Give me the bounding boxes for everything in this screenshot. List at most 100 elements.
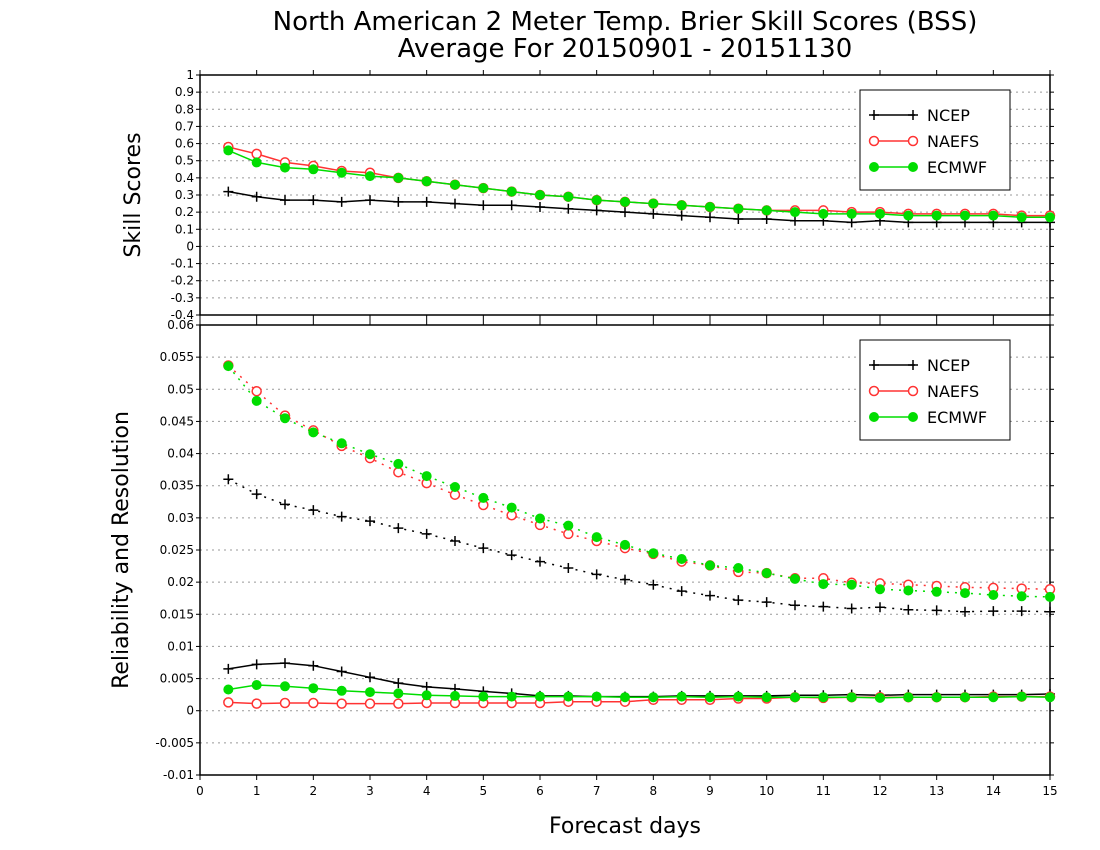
relres-ecmwf-point [1016,591,1027,602]
skill-y-tick-label: -0.3 [171,291,194,305]
relres-ecmwf-point [960,692,970,703]
relres-legend-marker-ecmwf [869,412,879,422]
skill-ecmwf-point [535,190,545,200]
relres-ecmwf-point [903,585,914,596]
relres-ecmwf-point [563,691,574,702]
x-tick-label: 7 [593,784,601,798]
relres-ncep-point [846,603,857,614]
relres-ecmwf-point [960,588,970,599]
relres-ecmwf-point [478,691,489,702]
relres-ecmwf-point [875,584,885,595]
relres-ecmwf-point [535,513,545,524]
x-axis-label: Forecast days [549,814,701,839]
skill-naefs-point [251,148,262,160]
skill-legend-label-ecmwf: ECMWF [927,158,987,177]
relres-ecmwf-point [421,471,432,482]
skill-ecmwf-point [251,157,262,168]
x-tick-label: 4 [423,784,431,798]
skill-y-tick-label: 0.2 [175,205,194,219]
relres-ncep-point [1016,606,1027,617]
relres-y-tick-label: 0.02 [167,575,194,589]
skill-y-tick-label: 0.9 [175,85,194,99]
skill-plot-frame [199,74,1051,316]
skill-ecmwf-point [846,208,857,219]
relres-naefs-point [563,528,574,540]
relres-ecmwf-point [478,492,489,503]
relres-series-ncep-dotted [223,474,1055,617]
relres-ecmwf-point [705,560,715,571]
skill-ncep-point [648,208,659,219]
skill-series-ncep-solid [223,186,1055,228]
skill-ncep-point [393,196,404,207]
relres-y-tick-label: 0.035 [160,479,194,493]
skill-ncep-point [676,210,687,221]
relres-ncep-point [450,536,460,546]
skill-ecmwf-point [1016,212,1027,223]
relres-ncep-point [705,590,715,601]
relres-ecmwf-point [931,692,942,703]
skill-legend-label-naefs: NAEFS [927,132,979,151]
relres-ecmwf-point [450,690,460,701]
relres-ecmwf-point [251,680,262,690]
relres-ecmwf-point [393,458,404,469]
skill-ecmwf-point [450,179,460,190]
skill-scores-panel: -0.4 -0.3 -0.2 -0.1 0 0.1 0.2 0.3 0.4 0.5 0.6 0.7 0.… [121,68,1056,322]
relres-ecmwf-point [761,692,772,703]
skill-ecmwf-point [960,210,970,221]
skill-ncep-point [733,214,744,224]
relres-ecmwf-point [251,395,262,406]
relres-ecmwf-point [846,692,857,703]
skill-ecmwf-point [591,195,602,206]
skill-y-tick-label: 0.4 [175,171,194,185]
relres-ncep-point [790,600,800,611]
skill-ecmwf-point [336,167,347,178]
x-tick-label: 12 [872,784,887,798]
relres-ecmwf-point [1045,692,1055,703]
skill-ecmwf-point [1045,212,1055,223]
relres-legend-marker-ncep [908,360,918,370]
relres-ecmwf-point [846,579,857,590]
skill-ecmwf-point [506,186,517,197]
relres-naefs-point [223,697,234,708]
relres-ecmwf-point [223,684,234,695]
x-tick-label: 14 [986,784,1001,798]
relres-y-tick-label: 0.01 [167,639,194,653]
relres-naefs-point [251,698,262,709]
relres-series-ecmwf-dotted [223,361,1055,602]
relres-ecmwf-point [591,691,602,702]
skill-ecmwf-point [903,210,914,221]
skill-ncep-point [251,191,262,202]
skill-y-tick-label: -0.2 [171,274,194,288]
relres-ncep-point [676,586,687,597]
relres-ecmwf-point [903,692,914,703]
relres-ncep-point [336,511,347,522]
skill-legend-marker-ncep [869,110,879,120]
skill-legend-marker-naefs [907,135,919,147]
x-tick-label: 6 [536,784,544,798]
relres-ecmwf-point [450,482,460,492]
relres-ecmwf-point [308,427,319,438]
skill-ecmwf-point [223,145,234,156]
relres-ecmwf-point [1045,591,1055,602]
relres-legend-marker-naefs [907,385,919,397]
skill-ecmwf-point [676,200,687,211]
relres-ncep-point [506,550,517,561]
skill-ncep-point [421,196,432,207]
relres-y-tick-label: 0.03 [167,511,194,525]
skill-y-tick-label: 1 [186,68,194,82]
relres-ncep-point [365,672,375,683]
skill-ecmwf-point [648,198,659,209]
skill-y-tick-label: 0.1 [175,222,194,236]
relres-ncep-point [393,523,404,534]
skill-ncep-point [790,215,800,226]
skill-ncep-line [228,190,1050,224]
relres-ncep-point [818,601,829,612]
x-tick-label: 1 [253,784,261,798]
relres-legend-label-ncep: NCEP [927,356,970,375]
relres-ncep-point [1045,606,1055,617]
relres-ecmwf-point [818,579,829,590]
skill-y-tick-label: 0.7 [175,119,194,133]
relres-y-tick-label: -0.005 [155,736,194,750]
relres-ecmwf-point [988,590,999,600]
skill-ecmwf-point [280,162,290,173]
